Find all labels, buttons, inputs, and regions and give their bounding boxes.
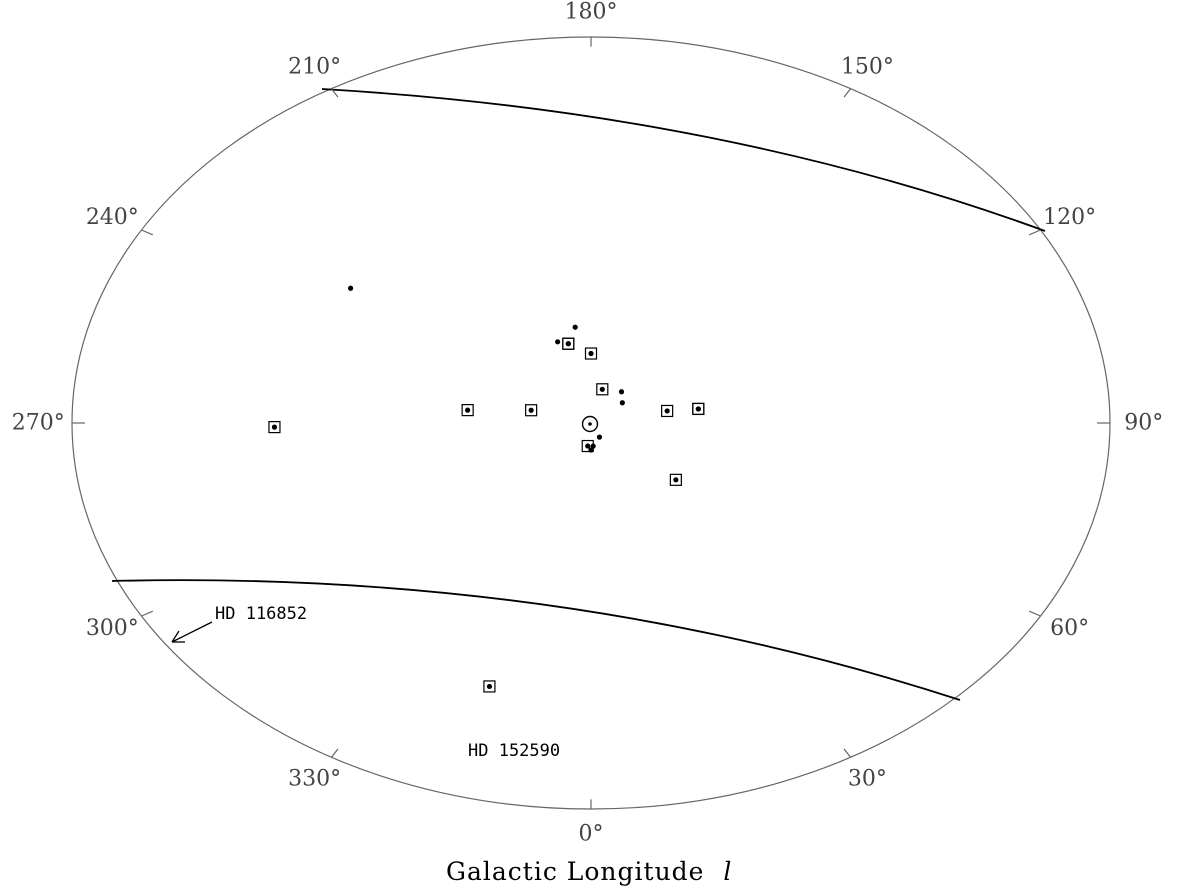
point-dot	[599, 386, 605, 392]
point-dot	[555, 339, 561, 345]
tick-label: 0°	[579, 822, 604, 847]
tick-marks	[72, 37, 1110, 809]
data-point-boxed	[584, 347, 598, 360]
point-dot	[596, 434, 603, 440]
tick-mark	[1028, 229, 1041, 236]
upper-boundary-curve	[321, 88, 1046, 232]
tick-mark	[331, 748, 339, 758]
point-dot	[590, 443, 596, 449]
data-point	[619, 400, 625, 406]
data-point-boxed	[596, 383, 609, 396]
tick-mark	[331, 88, 339, 98]
data-point	[590, 443, 596, 449]
point-dot	[585, 443, 591, 449]
point-box	[525, 404, 538, 417]
tick-label: 60°	[1050, 616, 1089, 641]
data-points	[268, 285, 705, 693]
point-dot	[271, 424, 278, 430]
data-point-boxed	[692, 402, 705, 416]
point-box	[268, 421, 281, 434]
data-point-boxed	[483, 680, 496, 693]
tick-label: 300°	[86, 616, 139, 641]
data-point	[347, 285, 354, 291]
point-dot	[528, 407, 534, 413]
annotation-hd116852: HD 116852	[171, 604, 307, 643]
tick-label: 150°	[841, 54, 894, 79]
point-dot	[588, 447, 594, 453]
tick-mark	[843, 748, 851, 758]
point-box	[584, 347, 598, 360]
point-box	[483, 680, 496, 693]
point-dot	[588, 350, 594, 357]
sun-marker	[581, 415, 599, 433]
sun-dot	[588, 422, 592, 426]
tick-label: 240°	[86, 205, 139, 230]
x-axis-label: Galactic Longitude l	[446, 857, 732, 886]
point-dot	[486, 683, 493, 690]
sun-ring	[581, 415, 599, 433]
annotation-arrow-shaft	[171, 621, 213, 643]
point-dot	[618, 389, 625, 395]
point-dot	[572, 324, 578, 330]
point-box	[596, 383, 609, 396]
data-point-boxed	[525, 404, 538, 417]
point-box	[461, 404, 474, 417]
tick-label: 330°	[288, 767, 341, 792]
tick-labels: 0° 30° 60° 90° 120° 150° 180° 210° 240° 270° 300° 3…	[12, 0, 1163, 847]
point-box	[661, 404, 674, 418]
annotation-hd152590: HD 152590	[468, 741, 560, 761]
annotation-label-hd116852: HD 116852	[215, 604, 307, 624]
point-box	[562, 337, 575, 350]
data-point-boxed	[562, 337, 575, 350]
lower-boundary-curve	[111, 579, 961, 701]
x-axis-label-text: Galactic Longitude	[446, 857, 704, 886]
tick-mark	[141, 229, 154, 236]
data-point-boxed	[669, 473, 682, 486]
data-point-boxed	[661, 404, 674, 418]
data-point-boxed	[268, 421, 281, 434]
point-dot	[673, 477, 679, 483]
data-point	[596, 434, 603, 440]
tick-mark	[1028, 610, 1041, 617]
point-dot	[565, 341, 571, 347]
x-axis-label-symbol: l	[723, 857, 732, 886]
annotation-arrow-head-b	[171, 630, 180, 643]
tick-label: 30°	[848, 767, 887, 792]
point-dot	[465, 407, 471, 413]
data-point	[555, 339, 561, 345]
point-dot	[347, 285, 354, 291]
data-point	[572, 324, 578, 330]
tick-label: 120°	[1043, 205, 1096, 230]
data-point	[618, 389, 625, 395]
point-dot	[664, 408, 670, 414]
data-point-boxed	[461, 404, 474, 417]
point-dot	[619, 400, 625, 406]
tick-label: 180°	[565, 0, 618, 24]
point-dot	[695, 406, 701, 412]
annotation-label-hd152590: HD 152590	[468, 741, 560, 761]
tick-mark	[141, 610, 154, 617]
tick-label: 270°	[12, 411, 65, 436]
data-point	[588, 447, 594, 453]
tick-mark	[843, 88, 851, 98]
tick-label: 210°	[288, 54, 341, 79]
point-box	[692, 402, 705, 416]
tick-label: 90°	[1124, 411, 1163, 436]
point-box	[669, 473, 682, 486]
